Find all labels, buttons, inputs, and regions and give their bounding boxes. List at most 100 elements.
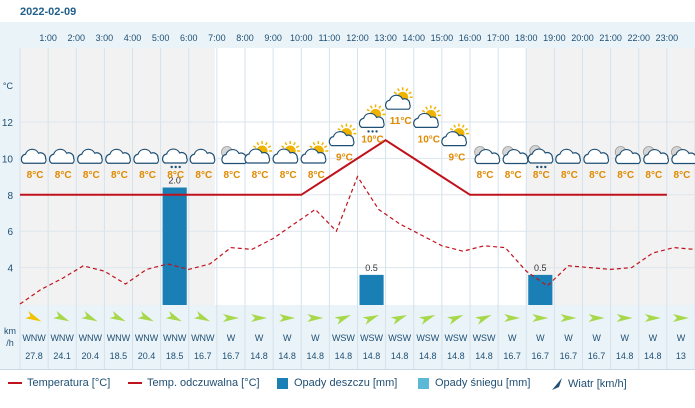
rain-bar [528,274,553,305]
sun-ray [378,105,382,109]
snow-dot [540,165,543,169]
wind-arrow-shape [53,310,70,322]
wind-arrow-shape [137,310,154,322]
sun-ray [264,141,268,146]
sun-ray [381,108,385,112]
sun-ray [461,124,465,128]
wind-direction-label: WNW [22,333,46,343]
temperature-value-label: 9°C [336,153,353,164]
hour-label: 7:00 [208,33,226,43]
sun-ray [253,145,257,149]
cloud-icon [272,148,299,164]
cloud-icon [328,131,355,147]
hour-label: 19:00 [543,33,566,43]
sun-ray [449,127,454,131]
wind-direction-label: WNW [135,333,159,343]
sun-ray [393,91,398,95]
temperature-value-label: 8°C [589,170,606,181]
wind-arrow-shape [109,310,126,322]
weather-icon [244,141,273,164]
temperature-value-label: 11°C [390,116,412,127]
wind-arrow-icon [390,315,408,325]
wind-arrow-shape [588,314,605,322]
hour-label: 6:00 [180,33,198,43]
temperature-value-label: 8°C [308,170,325,181]
weather-icon [272,141,301,164]
hour-label: 8:00 [236,33,254,43]
weather-icon [105,148,131,164]
temperature-value-label: 8°C [83,170,100,181]
wind-arrow-shape [165,310,182,322]
snow-dot [367,130,370,133]
weather-icon [583,148,610,164]
hour-label: 16:00 [459,33,482,43]
temperature-line [20,139,667,196]
weather-icon [77,148,103,164]
wind-speed-label: 14.8 [391,351,409,361]
cloud-icon [161,148,188,164]
wind-direction-label: W [620,333,629,343]
wind-speed-label: 14.8 [419,351,437,361]
weather-icon [502,146,529,165]
temperature-value-label: 8°C [505,170,522,181]
sun-ray [408,91,412,95]
sun-ray [366,108,370,112]
weather-icon [20,148,47,164]
cloud-icon [133,148,160,164]
wind-speed-label: 18.5 [110,351,128,361]
cloud-icon [77,148,103,164]
snow-dot [371,130,374,133]
sun-ray [453,124,457,128]
weather-icon [474,146,501,165]
wind-speed-label: 16.7 [532,351,550,361]
y-tick-label: 12 [2,118,14,129]
weather-icon [48,148,75,164]
wind-speed-label: 27.8 [25,351,43,361]
hour-label: 14:00 [402,33,425,43]
temperature-value-label: 8°C [224,170,241,181]
snow-dot [536,165,539,169]
feels-like-line [19,175,695,305]
weather-icon [300,141,329,164]
wind-arrow-icon [504,314,521,322]
wind-speed-label: 18.5 [166,351,184,361]
wind-arrow-icon [552,378,562,390]
hour-label: 15:00 [431,33,454,43]
rain-bar [162,187,187,305]
chart-legend: Temperatura [°C] Temp. odczuwalna [°C] O… [0,370,695,398]
wind-direction-label: W [283,333,292,343]
temperature-value-label: 8°C [55,170,72,181]
temperature-value-label: 8°C [167,170,184,181]
wind-speed-label: 14.8 [250,351,268,361]
hour-label: 11:00 [318,33,340,43]
wind-arrow-icon [644,314,661,322]
temperature-value-label: 8°C [27,170,44,181]
rain-value-label: 0.5 [365,263,378,273]
hour-label: 2:00 [67,33,85,43]
cloud-icon [502,148,529,165]
wind-speed-label: 20.4 [138,351,156,361]
hour-label: 10:00 [290,33,313,43]
temperature-value-label: 8°C [111,170,128,181]
wind-speed-label: 14.8 [307,351,325,361]
wind-arrow-shape [279,314,296,322]
hour-label: 20:00 [571,33,594,43]
wind-arrow-shape [616,314,633,322]
wind-arrow-icon [672,314,689,322]
wind-arrow-shape [307,314,324,322]
sun-ray [267,145,272,149]
sun-ray [281,145,285,149]
wind-direction-label: WSW [332,333,355,343]
wind-arrow-shape [532,314,549,322]
weather-icon [671,146,695,165]
rain-bar [359,274,384,305]
hour-label: 23:00 [656,33,679,43]
wind-arrow-icon [109,310,126,322]
wind-speed-label: 16.7 [222,351,240,361]
cloud-icon [244,148,271,164]
wind-arrow-shape [447,315,464,325]
weather-icon [189,148,216,164]
legend-snow-label: Opady śniegu [mm] [435,377,531,389]
temperature-value-label: 8°C [280,170,297,181]
wind-arrow-icon [616,314,633,322]
